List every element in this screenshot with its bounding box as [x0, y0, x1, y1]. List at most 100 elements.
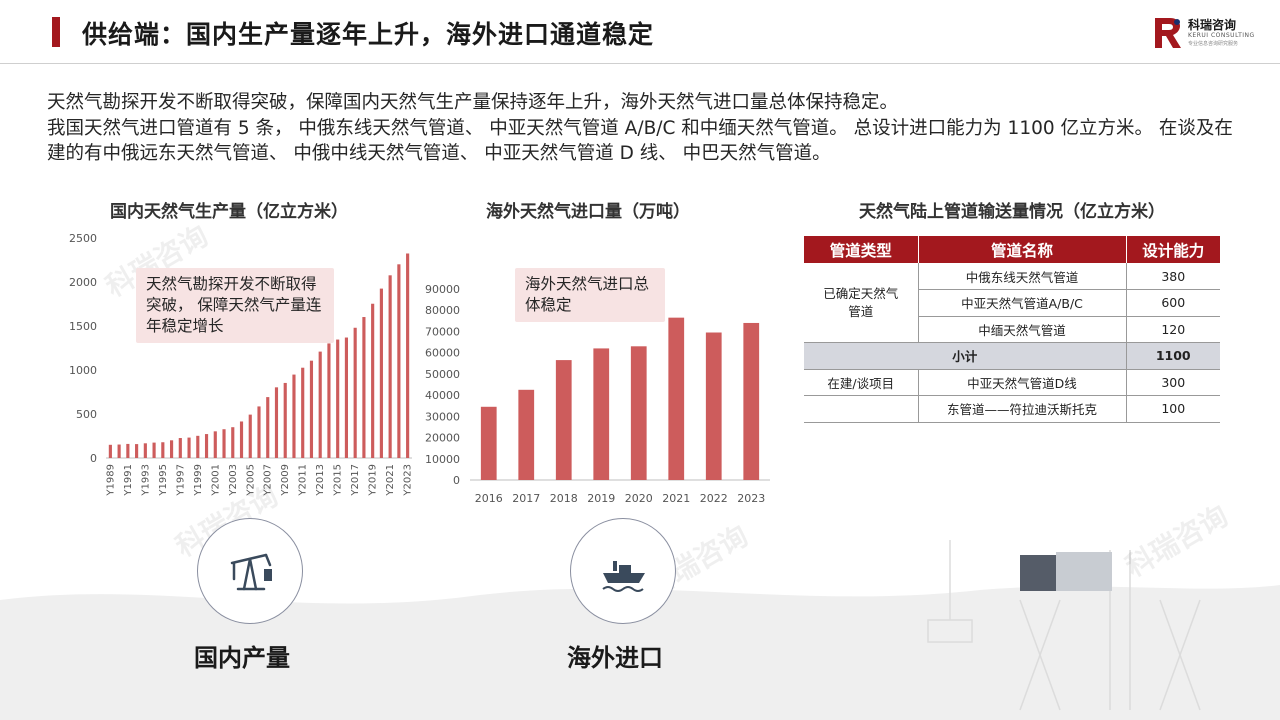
- x-tick-label: 2018: [550, 492, 578, 505]
- bar: [353, 327, 357, 458]
- bar: [187, 437, 191, 458]
- intro-line: 天然气勘探开发不断取得突破，保障国内天然气生产量保持逐年上升，海外天然气进口量总…: [47, 92, 899, 113]
- table-row: 在建/谈项目 中亚天然气管道D线 300: [804, 369, 1220, 396]
- bar: [204, 434, 209, 458]
- pipeline-name-cell: 中缅天然气管道: [917, 316, 1126, 343]
- bar: [274, 387, 279, 458]
- pipeline-name-cell: 中俄东线天然气管道: [917, 263, 1126, 290]
- bar: [743, 322, 760, 480]
- y-tick-label: 1000: [69, 364, 97, 377]
- table-header: 设计能力: [1126, 236, 1220, 263]
- table-header: 管道类型: [804, 236, 919, 263]
- x-tick-label: Y2009: [280, 464, 291, 497]
- bar: [117, 444, 121, 458]
- y-tick-label: 10000: [425, 453, 460, 466]
- pipeline-table-title: 天然气陆上管道输送量情况（亿立方米）: [859, 202, 1165, 222]
- bar: [336, 339, 340, 458]
- ship-icon: [602, 561, 645, 592]
- bar: [143, 443, 147, 458]
- subtotal-row: 小计 1100: [804, 342, 1220, 370]
- bar: [161, 442, 165, 458]
- table-row: 已确定天然气管道 中俄东线天然气管道 380: [804, 263, 1220, 343]
- bar: [593, 348, 610, 480]
- capacity-cell: 380: [1125, 263, 1220, 290]
- x-tick-label: Y2005: [245, 464, 256, 497]
- page-title: 供给端：国内生产量逐年上升，海外进口通道稳定: [82, 20, 655, 49]
- table-row: 中亚天然气管道A/B/C 600: [804, 289, 1220, 317]
- y-tick-label: 2500: [69, 232, 97, 245]
- y-tick-label: 50000: [425, 368, 460, 381]
- logo-subtitle: KERUI CONSULTING: [1188, 32, 1255, 39]
- oil-pump-icon: [230, 553, 272, 591]
- x-tick-label: Y2015: [333, 464, 344, 497]
- x-tick-label: 2022: [700, 492, 728, 505]
- bar: [388, 275, 392, 458]
- bar: [705, 332, 722, 480]
- y-tick-label: 0: [90, 452, 97, 465]
- bar: [248, 414, 252, 458]
- bar: [406, 253, 410, 458]
- logo-mark-icon: [1155, 18, 1181, 48]
- bar: [126, 443, 130, 458]
- import-chart-title: 海外天然气进口量（万吨）: [486, 202, 690, 222]
- x-tick-label: Y2001: [210, 464, 221, 497]
- bar: [231, 427, 235, 458]
- bar: [397, 264, 401, 458]
- table-header: 管道名称: [918, 236, 1127, 263]
- y-tick-label: 1500: [69, 320, 97, 333]
- y-tick-label: 40000: [425, 389, 460, 402]
- intro-text: 天然气勘探开发不断取得突破，保障国内天然气生产量保持逐年上升，海外天然气进口量总…: [47, 90, 1237, 167]
- x-tick-label: 2019: [587, 492, 615, 505]
- x-tick-label: Y2021: [385, 464, 396, 497]
- x-tick-label: Y2019: [368, 464, 379, 497]
- logo-name: 科瑞咨询: [1188, 18, 1237, 32]
- pipeline-name-cell: 中亚天然气管道D线: [917, 369, 1126, 396]
- pipeline-type-cell: 已确定天然气管道: [804, 263, 918, 343]
- y-tick-label: 0: [453, 474, 460, 487]
- pipeline-name-cell: 东管道——符拉迪沃斯托克: [917, 395, 1126, 423]
- subtotal-label: 小计: [804, 342, 1126, 370]
- bar: [379, 288, 383, 458]
- x-tick-label: Y2023: [403, 464, 414, 497]
- bar: [555, 360, 572, 480]
- company-logo: 科瑞咨询 KERUI CONSULTING 专业信息咨询研究服务: [1152, 14, 1254, 52]
- bar: [480, 406, 497, 480]
- bar: [135, 444, 139, 458]
- bar: [169, 440, 174, 458]
- domestic-category-circle: [197, 518, 303, 624]
- bar: [371, 303, 375, 458]
- domestic-callout: 天然气勘探开发不断取得突破， 保障天然气产量连年稳定增长: [136, 268, 334, 343]
- pipeline-type-cell: [804, 395, 918, 423]
- x-tick-label: Y1999: [193, 464, 204, 497]
- x-tick-label: 2016: [475, 492, 503, 505]
- capacity-cell: 300: [1125, 369, 1220, 396]
- y-tick-label: 90000: [425, 283, 460, 296]
- title-accent-bar: [52, 17, 60, 47]
- x-tick-label: Y2007: [263, 464, 274, 497]
- y-tick-label: 60000: [425, 347, 460, 360]
- bar: [292, 374, 296, 458]
- y-tick-label: 500: [76, 408, 97, 421]
- bar: [301, 367, 305, 458]
- bar: [108, 444, 112, 458]
- bar: [257, 406, 261, 458]
- bar: [222, 429, 226, 458]
- import-category-label: 海外进口: [567, 644, 663, 672]
- table-row: 中缅天然气管道 120: [804, 316, 1220, 343]
- x-tick-label: Y1989: [105, 464, 116, 497]
- bar: [196, 435, 200, 458]
- intro-line: 我国天然气进口管道有 5 条， 中俄东线天然气管道、 中亚天然气管道 A/B/C…: [47, 117, 1233, 165]
- bar: [318, 351, 322, 458]
- subtotal-value: 1100: [1125, 342, 1220, 370]
- import-callout: 海外天然气进口总体稳定: [515, 268, 665, 322]
- domestic-chart-title: 国内天然气生产量（亿立方米）: [110, 202, 348, 222]
- bar: [327, 343, 331, 458]
- x-tick-label: Y1991: [123, 464, 134, 497]
- table-row: 东管道——符拉迪沃斯托克 100: [804, 395, 1220, 423]
- x-tick-label: 2021: [662, 492, 690, 505]
- pipeline-table: 管道类型 管道名称 设计能力 已确定天然气管道 中俄东线天然气管道 380 中亚…: [804, 236, 1220, 423]
- bar: [309, 360, 314, 458]
- capacity-cell: 100: [1125, 395, 1220, 423]
- x-tick-label: Y2003: [228, 464, 239, 497]
- bar: [239, 421, 244, 458]
